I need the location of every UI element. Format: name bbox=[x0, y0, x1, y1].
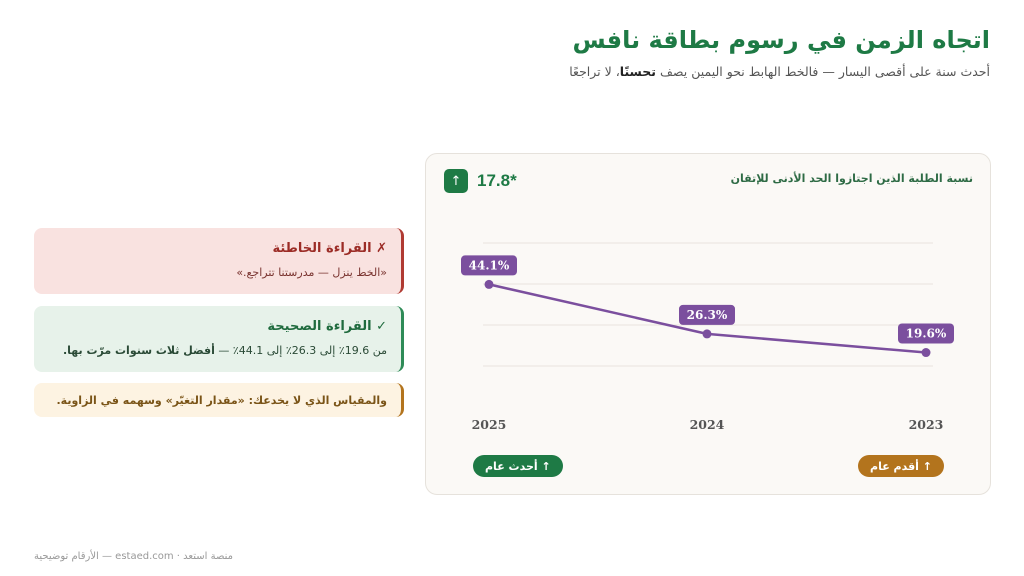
data-point-2023 bbox=[921, 348, 931, 358]
chart-card: 44.1% 26.3% 19.6% 2025 2024 2023 نسبة الطلبة … bbox=[425, 153, 991, 495]
subtitle-suffix: ، لا تراجعًا bbox=[569, 64, 620, 79]
page-subtitle: أحدث سنة على أقصى اليسار — فالخط الهابط … bbox=[569, 64, 990, 79]
tip-note: والمقياس الذي لا يخدعك: «مقدار التغيّر» … bbox=[34, 383, 404, 417]
x-tick-2025: 2025 bbox=[472, 417, 507, 432]
change-value: 17.8* bbox=[477, 171, 517, 190]
page-title: اتجاه الزمن في رسوم بطاقة نافس bbox=[572, 26, 990, 54]
x-tick-2023: 2023 bbox=[909, 417, 944, 432]
correct-reading-text: من 19.6٪ إلى 26.3٪ إلى 44.1٪ — أفضل ثلاث… bbox=[48, 344, 387, 357]
correct-reading-values: من 19.6٪ إلى 26.3٪ إلى 44.1٪ — bbox=[214, 344, 387, 357]
data-label-2025: 44.1% bbox=[469, 258, 510, 272]
data-label-2024: 26.3% bbox=[687, 308, 728, 322]
x-tick-2024: 2024 bbox=[690, 417, 725, 432]
newest-year-pill: ↑ أحدث عام bbox=[473, 455, 563, 477]
wrong-reading-note: ✗ القراءة الخاطئة «الخط ينزل — مدرستنا ت… bbox=[34, 228, 404, 294]
data-point-2025 bbox=[484, 279, 494, 289]
correct-reading-title: ✓ القراءة الصحيحة bbox=[267, 319, 387, 334]
line-chart: 44.1% 26.3% 19.6% 2025 2024 2023 bbox=[461, 242, 954, 432]
data-point-2024 bbox=[702, 329, 712, 339]
wrong-reading-title: ✗ القراءة الخاطئة bbox=[272, 241, 387, 256]
subtitle-prefix: أحدث سنة على أقصى اليسار — فالخط الهابط … bbox=[655, 64, 990, 79]
arrow-up-icon: ↑ bbox=[444, 169, 468, 193]
data-label-bg-2025 bbox=[461, 255, 517, 276]
oldest-year-pill: ↑ أقدم عام bbox=[858, 455, 944, 477]
wrong-reading-text: «الخط ينزل — مدرستنا تتراجع.» bbox=[236, 266, 387, 279]
subtitle-emphasis: تحسنًا bbox=[619, 64, 656, 79]
data-label-bg-2023 bbox=[898, 323, 954, 344]
tip-text: والمقياس الذي لا يخدعك: «مقدار التغيّر» … bbox=[56, 394, 387, 407]
chart-caption: نسبة الطلبة الذين اجتازوا الحد الأدنى لل… bbox=[730, 172, 973, 185]
data-label-2023: 19.6% bbox=[906, 327, 947, 341]
change-indicator: ↑ 17.8* bbox=[444, 169, 517, 193]
data-label-bg-2024 bbox=[679, 304, 735, 325]
correct-reading-emphasis: أفضل ثلاث سنوات مرّت بها. bbox=[62, 344, 215, 357]
footer-credit: منصة استعد · estaed.com — الأرقام توضيحي… bbox=[34, 551, 233, 562]
correct-reading-note: ✓ القراءة الصحيحة من 19.6٪ إلى 26.3٪ إلى… bbox=[34, 306, 404, 372]
